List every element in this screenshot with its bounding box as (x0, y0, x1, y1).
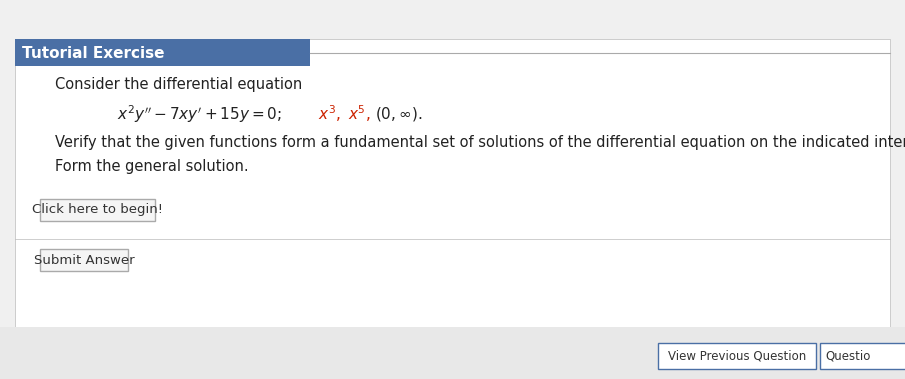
FancyBboxPatch shape (15, 39, 310, 66)
Text: View Previous Question: View Previous Question (668, 349, 806, 362)
FancyBboxPatch shape (0, 327, 905, 379)
FancyBboxPatch shape (15, 39, 890, 334)
Text: $x^3,\ x^5,$: $x^3,\ x^5,$ (318, 103, 370, 124)
Text: Questio: Questio (825, 349, 871, 362)
Text: $x^2y^{\prime\prime} - 7xy^{\prime} + 15y = 0;$: $x^2y^{\prime\prime} - 7xy^{\prime} + 15… (118, 103, 282, 125)
Text: Form the general solution.: Form the general solution. (55, 160, 249, 174)
Text: Verify that the given functions form a fundamental set of solutions of the diffe: Verify that the given functions form a f… (55, 135, 905, 149)
FancyBboxPatch shape (820, 343, 905, 369)
Text: Tutorial Exercise: Tutorial Exercise (22, 45, 165, 61)
Text: Submit Answer: Submit Answer (33, 254, 134, 266)
Text: Click here to begin!: Click here to begin! (32, 204, 163, 216)
FancyBboxPatch shape (658, 343, 816, 369)
Text: $(0, \infty).$: $(0, \infty).$ (375, 105, 423, 123)
FancyBboxPatch shape (40, 249, 128, 271)
FancyBboxPatch shape (40, 199, 155, 221)
Text: Consider the differential equation: Consider the differential equation (55, 77, 302, 91)
